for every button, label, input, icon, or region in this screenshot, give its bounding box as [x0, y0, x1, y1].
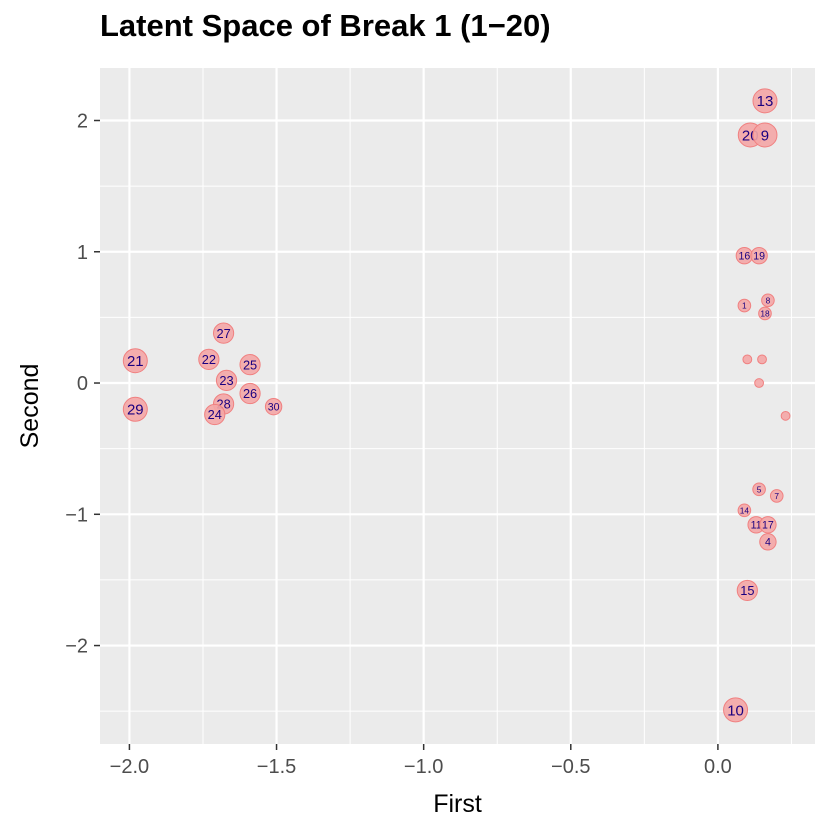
- x-axis-title: First: [433, 790, 482, 818]
- point-label: 18: [760, 308, 770, 318]
- point-label: 27: [216, 326, 230, 341]
- y-tick-label: 0: [77, 373, 88, 395]
- y-tick-label: −1: [65, 504, 88, 526]
- x-tick-label: −1.5: [257, 756, 296, 778]
- point-label: 29: [127, 402, 144, 419]
- point-label: 16: [738, 251, 750, 263]
- data-point: [723, 697, 749, 723]
- data-point: [737, 503, 752, 518]
- data-point: [239, 382, 261, 405]
- data-point: [198, 348, 220, 371]
- point-label: 4: [765, 537, 771, 549]
- point-label: 1: [742, 301, 747, 311]
- data-point: [769, 489, 784, 503]
- point-label: 30: [268, 401, 280, 413]
- x-tick-label: −2.0: [110, 756, 149, 778]
- data-point: [780, 410, 791, 421]
- y-tick-label: 1: [77, 242, 88, 264]
- point-label: 23: [219, 373, 233, 388]
- data-point: [754, 378, 764, 388]
- point-label: 19: [753, 251, 765, 263]
- data-point: [758, 306, 772, 321]
- data-point: [239, 354, 261, 376]
- point-label: 25: [243, 357, 257, 372]
- point-label: 9: [761, 127, 769, 144]
- point-label: 22: [202, 352, 216, 367]
- chart-title: Latent Space of Break 1 (1−20): [100, 8, 551, 43]
- x-tick-label: −1.0: [404, 756, 443, 778]
- data-point: [264, 397, 283, 416]
- plot-panel: [100, 68, 815, 744]
- point-label: 15: [740, 583, 754, 598]
- x-tick-label: −0.5: [551, 756, 590, 778]
- point-label: 10: [727, 702, 744, 719]
- point-label: 24: [208, 407, 222, 422]
- point-label: 21: [127, 353, 144, 370]
- data-point: [204, 403, 226, 426]
- point-label: 26: [243, 386, 257, 401]
- axes: −2.0 −1.5 −1.0 −0.5 0.0 −2 −1 0 1 2: [65, 111, 732, 778]
- data-point: [122, 348, 148, 374]
- data-point: [752, 88, 778, 114]
- point-label: 5: [757, 484, 762, 494]
- data-point: [737, 298, 752, 313]
- data-point: [742, 354, 753, 365]
- data-point: [215, 369, 238, 392]
- point-label: 7: [774, 491, 779, 501]
- point-label: 14: [740, 505, 750, 515]
- x-tick-label: 0.0: [704, 756, 732, 778]
- y-axis-title: Second: [16, 364, 44, 449]
- data-point: [752, 122, 778, 148]
- y-tick-label: 2: [77, 111, 88, 133]
- data-point: [122, 396, 148, 422]
- data-point: [759, 533, 777, 551]
- data-point: [736, 579, 758, 602]
- data-point: [759, 516, 777, 534]
- point-label: 17: [762, 520, 774, 532]
- data-point: [752, 482, 766, 497]
- point-label: 8: [766, 295, 771, 305]
- data-point: [750, 247, 768, 265]
- y-tick-label: −2: [65, 636, 88, 658]
- data-point: [761, 293, 775, 308]
- data-point: [212, 322, 235, 344]
- data-point: [757, 354, 767, 365]
- point-label: 13: [757, 93, 774, 110]
- point-label: 11: [751, 520, 762, 532]
